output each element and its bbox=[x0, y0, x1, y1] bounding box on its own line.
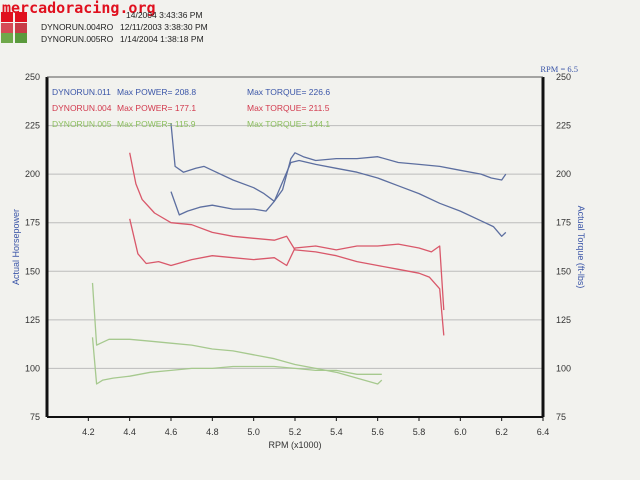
x-tick-label: 4.4 bbox=[123, 427, 136, 437]
run-name: DYNORUN.004RO bbox=[41, 22, 114, 32]
series-line-dynorun-011-power bbox=[170, 159, 507, 237]
y-tick-label-right: 200 bbox=[556, 169, 571, 179]
y-tick-label-left: 100 bbox=[25, 363, 40, 373]
y-tick-label-right: 150 bbox=[556, 266, 571, 276]
legend-max-torque: Max TORQUE= 226.6 bbox=[247, 87, 330, 97]
legend-run-name: DYNORUN.004 bbox=[52, 103, 112, 113]
swatch-right bbox=[15, 12, 27, 22]
run-color-swatch bbox=[1, 23, 27, 33]
y-tick-label-right: 125 bbox=[556, 315, 571, 325]
run-date: 12/11/2003 3:38:30 PM bbox=[120, 22, 208, 32]
legend-run-name: DYNORUN.005 bbox=[52, 119, 112, 129]
run-color-swatch bbox=[1, 33, 27, 43]
x-tick-label: 5.4 bbox=[330, 427, 343, 437]
swatch-left bbox=[1, 33, 13, 43]
y-tick-label-left: 175 bbox=[25, 218, 40, 228]
run-color-swatch bbox=[1, 12, 27, 22]
x-tick-label: 4.2 bbox=[82, 427, 95, 437]
x-tick-label: 5.0 bbox=[247, 427, 260, 437]
y-tick-label-right: 250 bbox=[556, 72, 571, 82]
swatch-right bbox=[15, 23, 27, 33]
series-line-dynorun-004-power bbox=[129, 218, 445, 311]
y-tick-label-left: 150 bbox=[25, 266, 40, 276]
series-line-dynorun-005-torque bbox=[91, 282, 383, 385]
watermark-text: mercadoracing.org bbox=[2, 0, 156, 17]
legend-run-name: DYNORUN.011 bbox=[52, 87, 111, 97]
y-tick-label-right: 100 bbox=[556, 363, 571, 373]
plot-area bbox=[47, 77, 543, 417]
run-date: 1/14/2004 1:38:18 PM bbox=[120, 34, 204, 44]
x-axis-title: RPM (x1000) bbox=[268, 440, 321, 450]
x-tick-label: 6.2 bbox=[495, 427, 508, 437]
series-line-dynorun-011-torque bbox=[170, 123, 507, 202]
legend-max-torque: Max TORQUE= 211.5 bbox=[247, 103, 330, 113]
y-tick-label-right: 225 bbox=[556, 121, 571, 131]
y-tick-label-left: 225 bbox=[25, 121, 40, 131]
y-tick-label-right: 75 bbox=[556, 412, 566, 422]
x-tick-label: 6.4 bbox=[537, 427, 550, 437]
series-line-dynorun-004-torque bbox=[129, 152, 445, 336]
x-tick-label: 5.2 bbox=[289, 427, 302, 437]
y-tick-label-left: 200 bbox=[25, 169, 40, 179]
x-tick-label: 4.8 bbox=[206, 427, 219, 437]
swatch-left bbox=[1, 23, 13, 33]
x-tick-label: 5.8 bbox=[413, 427, 426, 437]
swatch-right bbox=[15, 33, 27, 43]
legend-max-torque: Max TORQUE= 144.1 bbox=[247, 119, 330, 129]
y-axis-title-left: Actual Horsepower bbox=[11, 209, 21, 285]
y-tick-label-right: 175 bbox=[556, 218, 571, 228]
run-name: DYNORUN.005RO bbox=[41, 34, 114, 44]
y-tick-label-left: 125 bbox=[25, 315, 40, 325]
x-tick-label: 5.6 bbox=[371, 427, 384, 437]
series-line-dynorun-005-power bbox=[91, 337, 382, 385]
y-tick-label-left: 250 bbox=[25, 72, 40, 82]
rpm-readout: RPM = 6.5 bbox=[540, 64, 578, 74]
legend-max-power: Max POWER= 115.9 bbox=[117, 119, 196, 129]
x-tick-label: 6.0 bbox=[454, 427, 467, 437]
y-tick-label-left: 75 bbox=[30, 412, 40, 422]
swatch-left bbox=[1, 12, 13, 22]
run-date: 14/2004 3:43:36 PM bbox=[126, 10, 203, 20]
legend-max-power: Max POWER= 208.8 bbox=[117, 87, 196, 97]
y-axis-title-right: Actual Torque (ft-lbs) bbox=[576, 206, 586, 289]
legend-max-power: Max POWER= 177.1 bbox=[117, 103, 196, 113]
x-tick-label: 4.6 bbox=[165, 427, 178, 437]
